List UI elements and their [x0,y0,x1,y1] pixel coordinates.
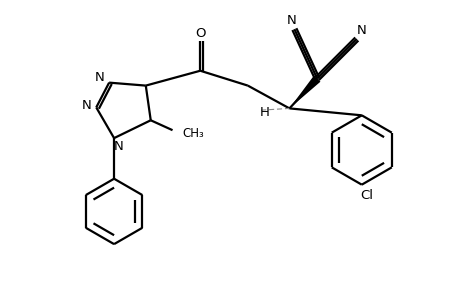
Text: O: O [195,27,205,40]
Text: N: N [286,14,296,27]
Text: N: N [81,99,91,112]
Text: N: N [94,71,104,84]
Text: Cl: Cl [359,189,372,202]
Text: H: H [259,106,269,119]
Text: N: N [114,140,123,152]
Text: N: N [356,24,366,37]
Polygon shape [289,76,320,108]
Text: CH₃: CH₃ [182,127,204,140]
